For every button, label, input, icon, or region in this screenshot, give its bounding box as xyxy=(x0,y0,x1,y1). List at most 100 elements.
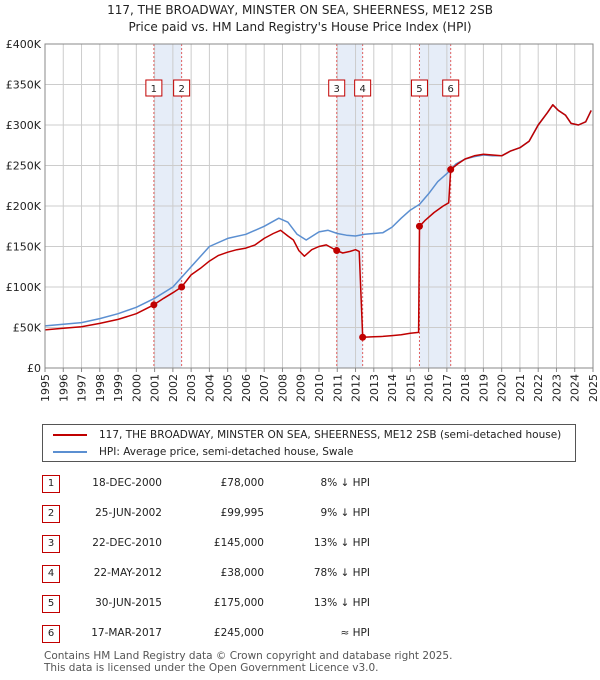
x-tick-label: 2022 xyxy=(532,374,545,402)
y-tick-label: £150K xyxy=(6,241,42,254)
sale-hpi-comparison: 8% ↓ HPI xyxy=(320,477,370,489)
sale-row: 2 25-JUN-2002 £99,995 9% ↓ HPI xyxy=(42,504,382,524)
sale-number-label: 4 xyxy=(359,84,365,95)
legend-item-hpi: HPI: Average price, semi-detached house,… xyxy=(53,444,353,460)
x-tick-label: 2011 xyxy=(331,374,344,402)
sale-number-box xyxy=(410,79,428,97)
footer-copyright: Contains HM Land Registry data © Crown c… xyxy=(44,650,453,662)
sale-date: 17-MAR-2017 xyxy=(91,627,162,639)
x-tick-label: 2003 xyxy=(185,374,198,402)
sale-number-label: 1 xyxy=(151,84,157,95)
x-tick-label: 2006 xyxy=(240,374,253,402)
x-tick-label: 1998 xyxy=(94,374,107,402)
y-tick-label: £200K xyxy=(6,200,42,213)
legend-swatch-hpi xyxy=(53,451,87,453)
sale-point xyxy=(447,166,455,174)
sale-hpi-comparison: ≈ HPI xyxy=(340,627,370,639)
footer-licence: This data is licensed under the Open Gov… xyxy=(44,662,379,674)
sale-date: 22-DEC-2010 xyxy=(92,537,162,549)
sale-price: £175,000 xyxy=(213,597,264,609)
sale-row: 4 22-MAY-2012 £38,000 78% ↓ HPI xyxy=(42,564,382,584)
sale-date: 25-JUN-2002 xyxy=(95,507,162,519)
x-tick-label: 1997 xyxy=(76,374,89,402)
sale-number-badge: 5 xyxy=(42,595,60,613)
x-tick-label: 1996 xyxy=(57,374,70,402)
y-tick-label: £250K xyxy=(6,160,42,173)
footer: Contains HM Land Registry data © Crown c… xyxy=(44,650,452,674)
sale-hpi-comparison: 78% ↓ HPI xyxy=(313,567,370,579)
y-tick-label: £0 xyxy=(27,362,41,375)
x-tick-label: 2025 xyxy=(587,374,600,402)
y-tick-label: £400K xyxy=(6,38,42,51)
x-tick-label: 2009 xyxy=(295,374,308,402)
x-tick-label: 2000 xyxy=(130,374,143,402)
sale-number-badge: 3 xyxy=(42,535,60,553)
x-tick-label: 2017 xyxy=(441,374,454,402)
sale-point xyxy=(333,247,341,255)
y-tick-label: £100K xyxy=(6,281,42,294)
chart-title-line1: 117, THE BROADWAY, MINSTER ON SEA, SHEER… xyxy=(107,3,493,17)
x-tick-label: 2019 xyxy=(477,374,490,402)
sale-date: 30-JUN-2015 xyxy=(95,597,162,609)
x-tick-label: 2012 xyxy=(350,374,363,402)
sale-number-box xyxy=(354,79,372,97)
sale-price: £145,000 xyxy=(213,537,264,549)
x-tick-label: 2014 xyxy=(386,374,399,402)
price-chart: 1 2 3 4 5 6 £0 £50K £100K £150K £200K £250K £300K £35… xyxy=(6,38,600,402)
x-tick-label: 2004 xyxy=(203,374,216,402)
x-tick-label: 2007 xyxy=(258,374,271,402)
x-tick-label: 2020 xyxy=(496,374,509,402)
sale-number-badge: 6 xyxy=(42,625,60,643)
sale-price: £245,000 xyxy=(213,627,264,639)
x-tick-label: 2016 xyxy=(423,374,436,402)
x-tick-label: 2021 xyxy=(514,374,527,402)
sale-number-label: 6 xyxy=(448,84,454,95)
sale-number-box xyxy=(145,79,163,97)
sale-date: 18-DEC-2000 xyxy=(92,477,162,489)
chart-title: 117, THE BROADWAY, MINSTER ON SEA, SHEER… xyxy=(0,2,600,36)
legend: 117, THE BROADWAY, MINSTER ON SEA, SHEER… xyxy=(42,424,576,462)
y-tick-label: £350K xyxy=(6,79,42,92)
series-line-property xyxy=(44,104,592,338)
x-tick-label: 2015 xyxy=(404,374,417,402)
sale-hpi-comparison: 13% ↓ HPI xyxy=(313,597,370,609)
y-tick-label: £300K xyxy=(6,119,42,132)
x-tick-label: 1999 xyxy=(112,374,125,402)
sale-row: 1 18-DEC-2000 £78,000 8% ↓ HPI xyxy=(42,474,382,494)
y-tick-label: £50K xyxy=(13,322,42,335)
x-tick-label: 2002 xyxy=(167,374,180,402)
x-tick-label: 2013 xyxy=(368,374,381,402)
x-tick-label: 2010 xyxy=(313,374,326,402)
sale-number-label: 5 xyxy=(416,84,422,95)
x-tick-label: 2005 xyxy=(222,374,235,402)
sale-number-label: 2 xyxy=(178,84,184,95)
x-tick-label: 2001 xyxy=(149,374,162,402)
sale-point xyxy=(178,283,186,291)
x-tick-label: 2023 xyxy=(550,374,563,402)
sale-point xyxy=(415,222,423,230)
legend-swatch-property xyxy=(53,434,87,436)
sale-number-label: 3 xyxy=(334,84,340,95)
legend-label-hpi: HPI: Average price, semi-detached house,… xyxy=(99,446,354,458)
sale-date: 22-MAY-2012 xyxy=(93,567,162,579)
sale-row: 5 30-JUN-2015 £175,000 13% ↓ HPI xyxy=(42,594,382,614)
sale-number-box xyxy=(442,79,460,97)
sale-price: £78,000 xyxy=(220,477,264,489)
x-tick-label: 2024 xyxy=(569,374,582,402)
sale-point xyxy=(150,301,158,309)
sale-number-badge: 2 xyxy=(42,505,60,523)
sale-point xyxy=(359,333,367,341)
x-tick-label: 2018 xyxy=(459,374,472,402)
sale-row: 3 22-DEC-2010 £145,000 13% ↓ HPI xyxy=(42,534,382,554)
sale-row: 6 17-MAR-2017 £245,000 ≈ HPI xyxy=(42,624,382,644)
sale-number-box xyxy=(328,79,346,97)
chart-subtitle: Price paid vs. HM Land Registry's House … xyxy=(128,20,472,34)
sale-hpi-comparison: 13% ↓ HPI xyxy=(313,537,370,549)
x-tick-label: 2008 xyxy=(276,374,289,402)
sale-number-badge: 1 xyxy=(42,475,60,493)
x-tick-label: 1995 xyxy=(39,374,52,402)
sale-hpi-comparison: 9% ↓ HPI xyxy=(320,507,370,519)
legend-item-property: 117, THE BROADWAY, MINSTER ON SEA, SHEER… xyxy=(53,427,561,443)
legend-label-property: 117, THE BROADWAY, MINSTER ON SEA, SHEER… xyxy=(99,429,562,441)
sale-price: £99,995 xyxy=(220,507,264,519)
